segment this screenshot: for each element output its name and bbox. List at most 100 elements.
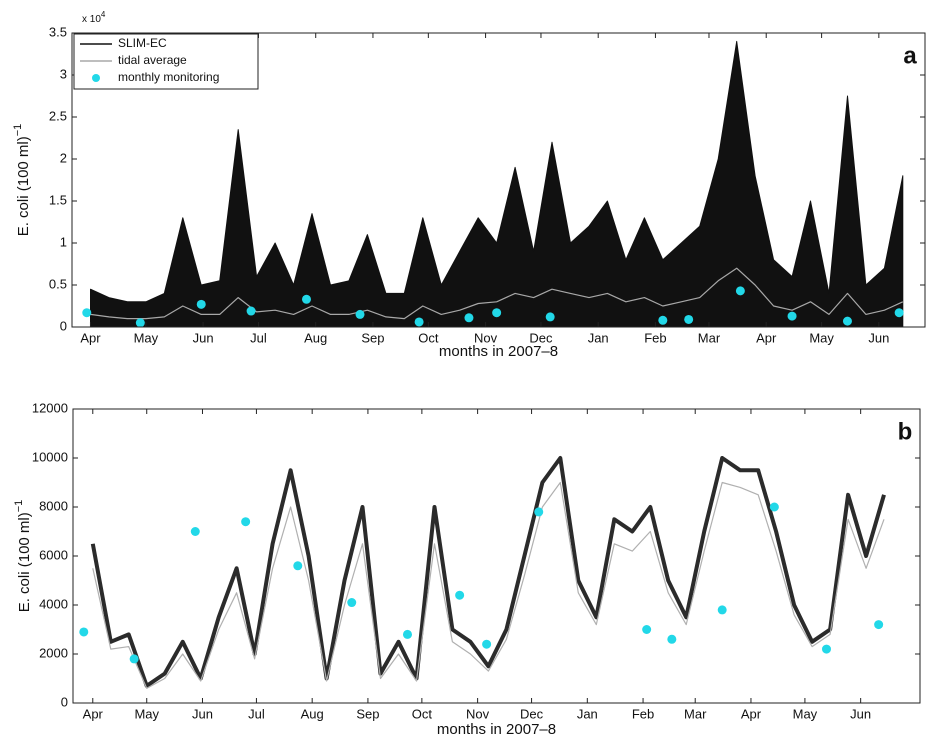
monitoring-point	[355, 309, 365, 319]
monitoring-point	[135, 318, 145, 327]
monitoring-point	[842, 316, 852, 326]
x-tick-label: Mar	[698, 330, 721, 345]
monitoring-point	[787, 311, 797, 321]
x-tick-label: Aug	[304, 330, 327, 345]
legend-marker	[92, 74, 100, 82]
x-tick-label: May	[134, 706, 159, 721]
monitoring-point	[769, 502, 779, 512]
y-tick-label: 1	[60, 234, 67, 249]
x-tick-label: May	[793, 706, 818, 721]
x-tick-label: Nov	[466, 706, 490, 721]
x-tick-label: Apr	[80, 330, 101, 345]
x-tick-label: Jul	[250, 330, 267, 345]
axis-scale-base: x 10	[82, 14, 101, 25]
panel-label: b	[898, 418, 913, 445]
monitoring-point	[874, 620, 884, 630]
y-axis-label-exponent: −1	[13, 500, 25, 513]
x-tick-label: Oct	[412, 706, 433, 721]
monitoring-point	[684, 314, 694, 324]
monitoring-point	[464, 313, 474, 323]
x-tick-label: Nov	[474, 330, 498, 345]
monitoring-point	[545, 312, 555, 322]
monitoring-point	[821, 644, 831, 654]
x-tick-label: Feb	[632, 706, 654, 721]
x-tick-label: Aug	[301, 706, 324, 721]
y-tick-label: 2000	[39, 645, 68, 660]
monitoring-point	[492, 308, 502, 318]
series-line	[90, 456, 886, 688]
x-tick-label: Mar	[684, 706, 707, 721]
x-tick-label: Jun	[192, 706, 213, 721]
x-tick-label: Sep	[361, 330, 384, 345]
x-axis-label: months in 2007–8	[439, 343, 558, 360]
plot-frame	[72, 408, 921, 704]
x-tick-label: Dec	[529, 330, 553, 345]
monitoring-point	[455, 590, 465, 600]
monitoring-point	[894, 308, 904, 318]
monitoring-point	[301, 294, 311, 304]
y-tick-label: 2	[60, 150, 67, 165]
plot-area	[82, 40, 904, 327]
x-tick-label: Jul	[248, 706, 265, 721]
y-axis-label-text: E. coli (100 ml)	[16, 512, 33, 612]
x-tick-label: Jun	[850, 706, 871, 721]
monitoring-point	[735, 286, 745, 296]
monitoring-point	[129, 654, 139, 664]
y-tick-label: 0	[60, 318, 67, 333]
monitoring-point	[534, 507, 544, 517]
axis-scale: x 104	[82, 10, 106, 25]
x-tick-label: Sep	[356, 706, 379, 721]
x-tick-label: Feb	[644, 330, 666, 345]
monitoring-point	[717, 605, 727, 615]
monitoring-point	[196, 299, 206, 309]
y-tick-label: 3.5	[49, 24, 67, 39]
monitoring-point	[246, 306, 256, 316]
plot-frame	[71, 32, 926, 328]
y-axis-label-exponent: −1	[12, 124, 24, 137]
axis-scale-exponent: 4	[101, 10, 106, 19]
monitoring-point	[667, 634, 677, 644]
legend-label: SLIM-EC	[118, 36, 167, 50]
monitoring-point	[482, 639, 492, 649]
y-tick-label: 6000	[39, 547, 68, 562]
series-line	[92, 481, 885, 689]
monitoring-point	[402, 629, 412, 639]
x-tick-label: Apr	[756, 330, 777, 345]
y-tick-label: 8000	[39, 498, 68, 513]
x-tick-label: Jun	[193, 330, 214, 345]
x-tick-label: Jan	[577, 706, 598, 721]
monitoring-point	[414, 317, 424, 327]
x-tick-label: Jun	[868, 330, 889, 345]
series-line	[90, 267, 904, 320]
y-tick-label: 10000	[32, 449, 68, 464]
monitoring-point	[82, 308, 92, 318]
x-tick-label: May	[134, 330, 159, 345]
monitoring-point	[642, 625, 652, 634]
monitoring-point	[241, 517, 251, 527]
monitoring-point	[79, 627, 89, 637]
x-tick-label: Jan	[588, 330, 609, 345]
series-area	[90, 40, 904, 327]
panel-label: a	[903, 42, 917, 69]
x-tick-label: Dec	[520, 706, 544, 721]
monitoring-point	[190, 527, 200, 536]
y-tick-label: 0	[61, 694, 68, 709]
x-tick-label: Oct	[418, 330, 439, 345]
monitoring-point	[658, 315, 668, 325]
y-tick-label: 2.5	[49, 108, 67, 123]
y-tick-label: 1.5	[49, 192, 67, 207]
y-axis-label: E. coli (100 ml)−1	[13, 500, 33, 613]
legend-box	[73, 33, 259, 90]
y-tick-label: 0.5	[49, 276, 67, 291]
y-axis-label-text: E. coli (100 ml)	[15, 136, 32, 236]
y-tick-label: 12000	[32, 400, 68, 415]
x-axis-label: months in 2007–8	[437, 721, 556, 738]
monitoring-point	[293, 561, 303, 571]
x-tick-label: Apr	[83, 706, 104, 721]
legend-label: tidal average	[118, 53, 187, 67]
y-tick-label: 4000	[39, 596, 68, 611]
x-tick-label: Apr	[741, 706, 762, 721]
legend-label: monthly monitoring	[118, 70, 219, 84]
